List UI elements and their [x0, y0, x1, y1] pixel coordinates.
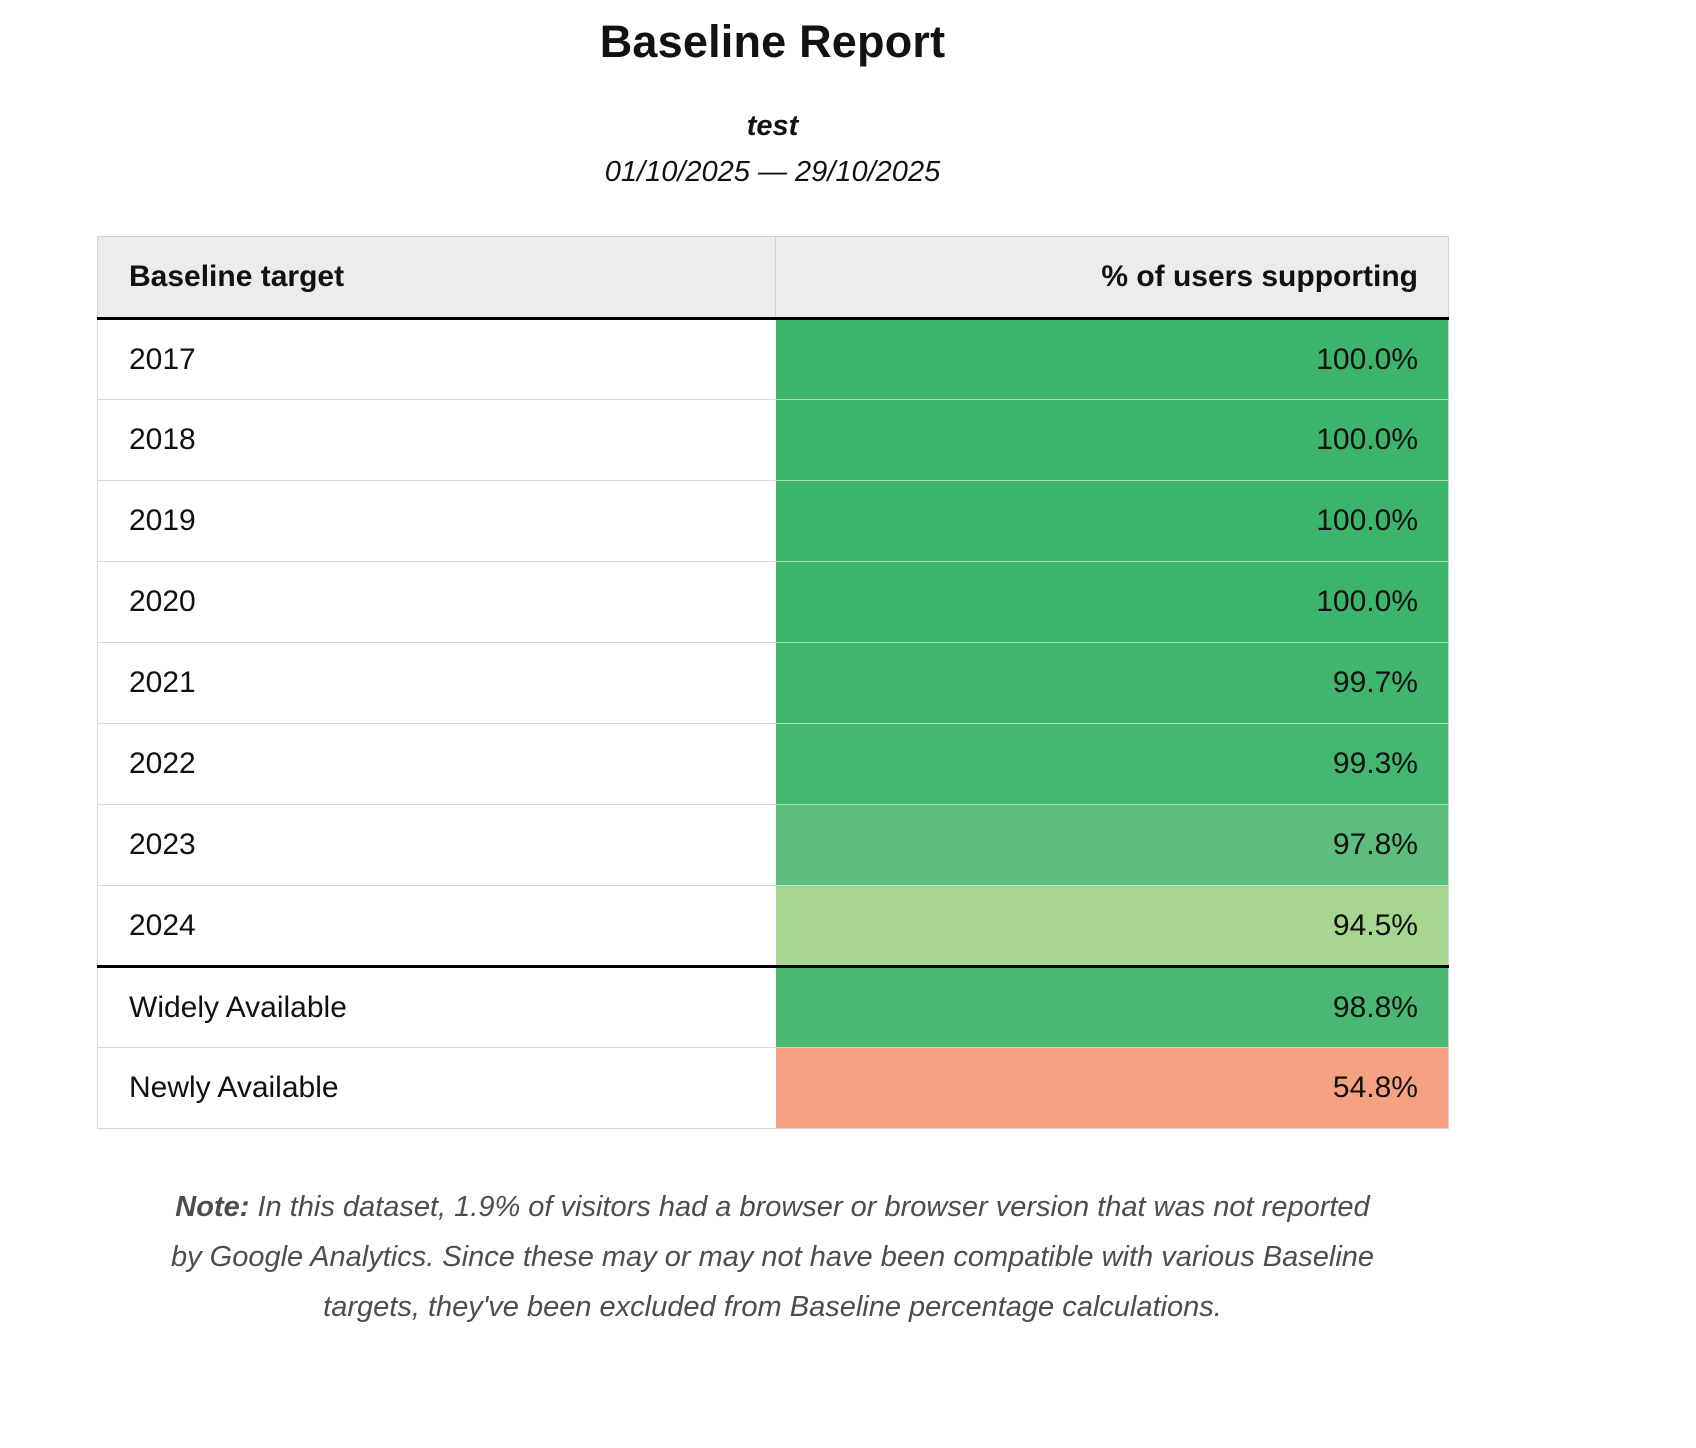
table-row: Newly Available 54.8% — [97, 1047, 1449, 1129]
baseline-target-cell: Widely Available — [97, 965, 776, 1048]
baseline-target-cell: 2021 — [97, 642, 776, 724]
table-body: 2017 100.0% 2018 100.0% 2019 100.0% 2020 100.0%… — [97, 318, 1449, 1129]
baseline-target-cell: 2020 — [97, 561, 776, 643]
baseline-target-cell: 2023 — [97, 804, 776, 886]
table-row: 2022 99.3% — [97, 723, 1449, 805]
report-content: Baseline Report test 01/10/2025 — 29/10/… — [97, 0, 1449, 1333]
percent-supporting-cell: 98.8% — [775, 965, 1449, 1048]
baseline-table: Baseline target % of users supporting 20… — [97, 236, 1449, 1129]
percent-supporting-cell: 100.0% — [775, 318, 1449, 400]
footnote-text: In this dataset, 1.9% of visitors had a … — [170, 1191, 1375, 1323]
table-row: 2018 100.0% — [97, 399, 1449, 481]
baseline-target-cell: 2018 — [97, 399, 776, 481]
table-row: 2023 97.8% — [97, 804, 1449, 886]
percent-supporting-cell: 54.8% — [775, 1047, 1449, 1129]
table-header-row: Baseline target % of users supporting — [97, 236, 1449, 320]
table-row: Widely Available 98.8% — [97, 965, 1449, 1048]
page-title: Baseline Report — [599, 16, 946, 67]
table-row: 2024 94.5% — [97, 885, 1449, 967]
baseline-target-cell: Newly Available — [97, 1047, 776, 1129]
percent-supporting-cell: 97.8% — [775, 804, 1449, 886]
percent-supporting-cell: 100.0% — [775, 480, 1449, 562]
percent-supporting-cell: 94.5% — [775, 885, 1449, 967]
table-row: 2017 100.0% — [97, 318, 1449, 400]
baseline-target-cell: 2017 — [97, 318, 776, 400]
table-row: 2021 99.7% — [97, 642, 1449, 724]
table-row: 2019 100.0% — [97, 480, 1449, 562]
percent-supporting-cell: 99.7% — [775, 642, 1449, 724]
table-row: 2020 100.0% — [97, 561, 1449, 643]
column-header-baseline-target: Baseline target — [97, 236, 776, 320]
column-header-percent-supporting: % of users supporting — [775, 236, 1449, 320]
report-date-range: 01/10/2025 — 29/10/2025 — [604, 156, 941, 188]
footnote-label: Note: — [175, 1191, 250, 1223]
percent-supporting-cell: 99.3% — [775, 723, 1449, 805]
baseline-target-cell: 2024 — [97, 885, 776, 967]
percent-supporting-cell: 100.0% — [775, 561, 1449, 643]
percent-supporting-cell: 100.0% — [775, 399, 1449, 481]
footnote: Note: In this dataset, 1.9% of visitors … — [168, 1183, 1378, 1333]
baseline-target-cell: 2019 — [97, 480, 776, 562]
report-subtitle: test — [746, 110, 799, 142]
table-header: Baseline target % of users supporting — [97, 236, 1449, 320]
baseline-target-cell: 2022 — [97, 723, 776, 805]
